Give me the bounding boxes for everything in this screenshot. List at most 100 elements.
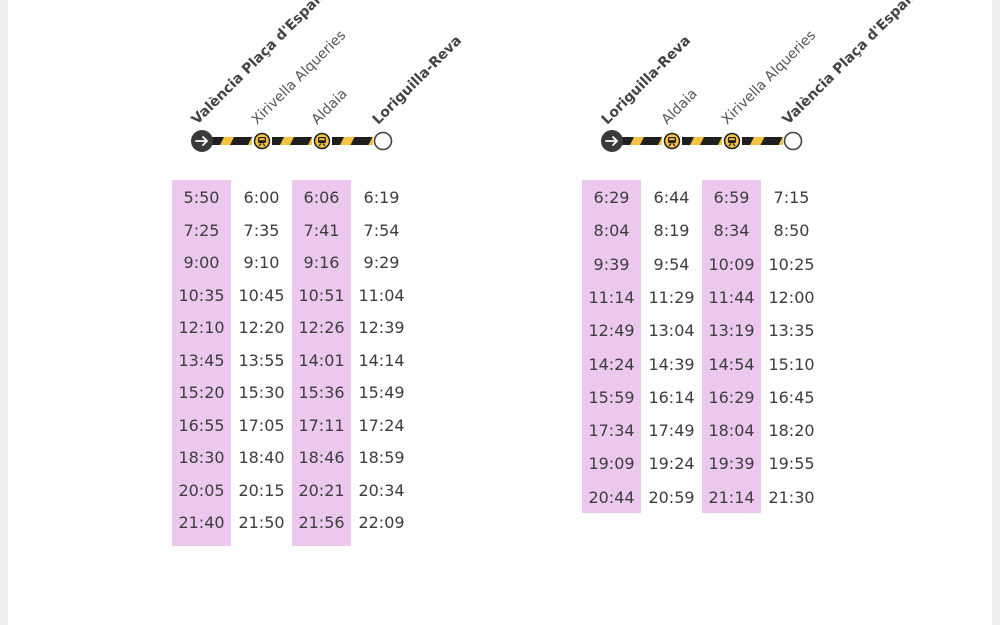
departure-time: 7:41 bbox=[303, 220, 340, 240]
departure-time: 19:24 bbox=[648, 454, 695, 474]
departure-time: 18:46 bbox=[298, 448, 345, 467]
departure-time: 9:00 bbox=[183, 253, 220, 272]
departure-time: 13:45 bbox=[178, 350, 225, 370]
departure-time: 18:59 bbox=[358, 448, 405, 467]
departure-time: 15:30 bbox=[238, 383, 285, 402]
arrow-right-icon bbox=[191, 130, 213, 152]
end-circle-icon bbox=[373, 131, 393, 151]
departure-time: 14:14 bbox=[358, 350, 405, 370]
departure-time: 10:35 bbox=[178, 285, 225, 305]
departure-time: 13:04 bbox=[648, 321, 695, 341]
route-line bbox=[601, 130, 803, 152]
departure-time: 17:11 bbox=[298, 415, 345, 435]
route-segment bbox=[212, 137, 252, 145]
departure-time: 11:44 bbox=[708, 287, 755, 307]
departure-time: 12:00 bbox=[768, 287, 815, 307]
departure-time: 9:54 bbox=[653, 254, 690, 274]
route-segment bbox=[622, 137, 662, 145]
departure-time: 20:21 bbox=[298, 480, 345, 500]
train-icon bbox=[663, 132, 681, 150]
departure-time: 14:01 bbox=[298, 350, 345, 370]
highlight-column-bg bbox=[292, 180, 351, 546]
departure-time: 12:26 bbox=[298, 318, 345, 337]
highlight-column-bg bbox=[172, 180, 231, 546]
departure-time: 9:10 bbox=[243, 253, 280, 272]
departure-time: 19:39 bbox=[708, 454, 755, 474]
departure-time: 21:30 bbox=[768, 487, 815, 507]
timetable-return: Loriguilla-Reva Aldaia Xirivella Alqueries… bbox=[582, 0, 931, 625]
highlight-column-bg bbox=[702, 180, 761, 513]
departure-time: 15:59 bbox=[588, 387, 635, 407]
departure-time: 17:05 bbox=[238, 415, 285, 435]
departure-time: 8:04 bbox=[593, 221, 630, 241]
departure-time: 14:39 bbox=[648, 354, 695, 374]
train-icon bbox=[313, 132, 331, 150]
route-segment bbox=[332, 137, 373, 145]
departure-time: 21:56 bbox=[298, 513, 345, 532]
departure-time: 11:14 bbox=[588, 287, 635, 307]
departure-time: 15:20 bbox=[178, 383, 225, 402]
departure-time: 15:49 bbox=[358, 383, 405, 402]
departure-time: 15:36 bbox=[298, 383, 345, 402]
timetable-page: València Plaça d'Espanya Xirivella Alquer… bbox=[8, 0, 992, 625]
departure-time: 13:35 bbox=[768, 321, 815, 341]
departure-time: 9:16 bbox=[303, 253, 340, 272]
train-icon bbox=[253, 132, 271, 150]
departure-time: 21:40 bbox=[178, 513, 225, 532]
departure-time: 12:49 bbox=[588, 321, 635, 341]
departure-time: 17:34 bbox=[588, 421, 635, 441]
departure-time: 18:30 bbox=[178, 448, 225, 467]
departure-time: 19:09 bbox=[588, 454, 635, 474]
departure-time: 20:59 bbox=[648, 487, 695, 507]
departure-time: 18:04 bbox=[708, 421, 755, 441]
departure-time: 6:06 bbox=[303, 188, 340, 207]
highlight-column-bg bbox=[582, 180, 641, 513]
departure-time: 14:54 bbox=[708, 354, 755, 374]
departure-time: 21:14 bbox=[708, 487, 755, 507]
departure-time: 16:14 bbox=[648, 387, 695, 407]
end-circle-icon bbox=[783, 131, 803, 151]
departure-time: 20:05 bbox=[178, 480, 225, 500]
departure-time: 19:55 bbox=[768, 454, 815, 474]
departure-time: 8:34 bbox=[713, 221, 750, 241]
departure-time: 16:29 bbox=[708, 387, 755, 407]
route-segment bbox=[682, 137, 722, 145]
departure-time: 6:19 bbox=[363, 188, 400, 207]
departure-time: 10:25 bbox=[768, 254, 815, 274]
route-line bbox=[191, 130, 393, 152]
departure-time: 10:51 bbox=[298, 285, 345, 305]
departure-time: 17:24 bbox=[358, 415, 405, 435]
departure-time: 7:15 bbox=[773, 188, 810, 207]
departure-time: 17:49 bbox=[648, 421, 695, 441]
departure-time: 10:45 bbox=[238, 285, 285, 305]
departure-time: 9:39 bbox=[593, 254, 630, 274]
departure-time: 20:15 bbox=[238, 480, 285, 500]
departure-time: 10:09 bbox=[708, 254, 755, 274]
departure-time: 12:10 bbox=[178, 318, 225, 337]
departure-time: 16:45 bbox=[768, 387, 815, 407]
departure-time: 14:24 bbox=[588, 354, 635, 374]
departure-time: 21:50 bbox=[238, 513, 285, 532]
route-segment bbox=[272, 137, 312, 145]
arrow-right-icon bbox=[601, 130, 623, 152]
timetable-outbound: València Plaça d'Espanya Xirivella Alquer… bbox=[172, 0, 465, 625]
departure-time: 20:34 bbox=[358, 480, 405, 500]
departure-time: 5:50 bbox=[183, 188, 220, 207]
departure-time: 12:20 bbox=[238, 318, 285, 337]
departure-time: 12:39 bbox=[358, 318, 405, 337]
departure-time: 11:29 bbox=[648, 287, 695, 307]
departure-time: 16:55 bbox=[178, 415, 225, 435]
departure-time: 7:54 bbox=[363, 220, 400, 240]
departure-time: 18:40 bbox=[238, 448, 285, 467]
route-segment bbox=[742, 137, 783, 145]
departure-time: 11:04 bbox=[358, 285, 405, 305]
departure-time: 9:29 bbox=[363, 253, 400, 272]
departure-time: 8:19 bbox=[653, 221, 690, 241]
departure-time: 7:25 bbox=[183, 220, 220, 240]
departure-time: 13:19 bbox=[708, 321, 755, 341]
departure-time: 22:09 bbox=[358, 513, 405, 532]
departure-time: 6:00 bbox=[243, 188, 280, 207]
departure-time: 6:44 bbox=[653, 188, 690, 207]
departure-time: 6:59 bbox=[713, 188, 750, 207]
departure-time: 20:44 bbox=[588, 487, 635, 507]
